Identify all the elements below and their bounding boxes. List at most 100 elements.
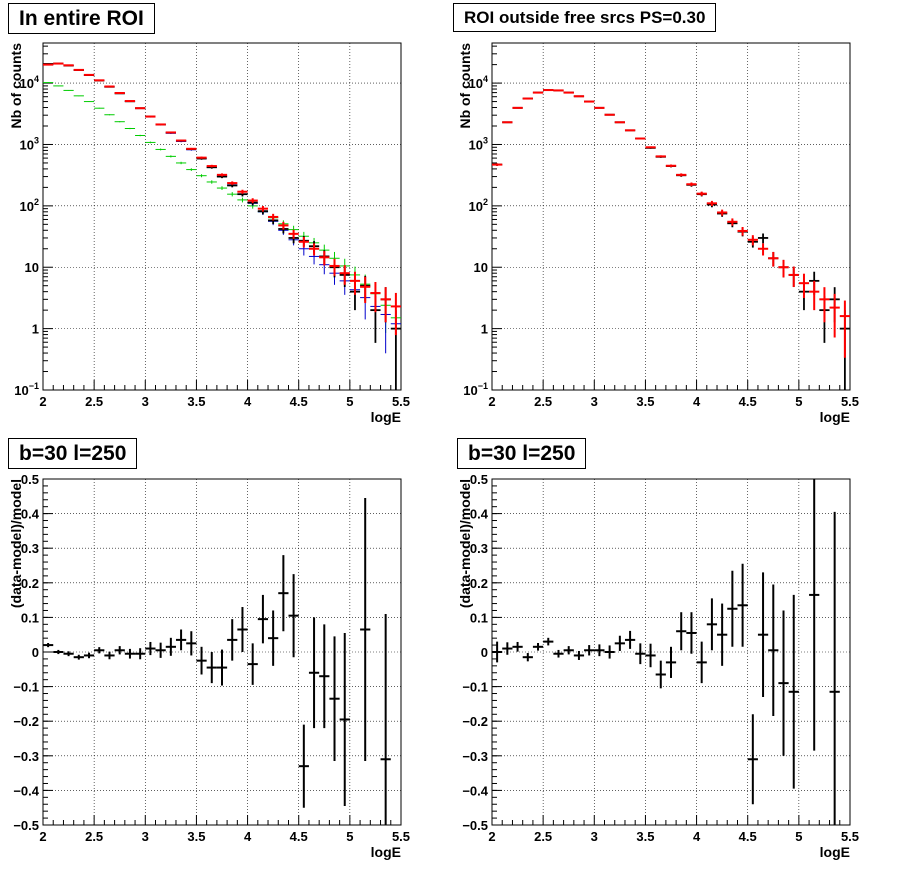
residual-point	[114, 646, 125, 655]
data-point	[757, 233, 769, 244]
residual-point	[94, 647, 105, 654]
model-point	[288, 229, 299, 239]
model-point	[809, 280, 820, 311]
model-point	[737, 226, 748, 236]
residual-point	[563, 646, 574, 655]
y-tick-label: −0.3	[13, 749, 39, 764]
residual-point	[502, 642, 513, 655]
model-point	[798, 273, 810, 298]
model-point	[553, 89, 564, 92]
residual-point	[206, 652, 217, 684]
model-point	[594, 106, 605, 109]
y-axis-title: (data-model)/model	[8, 479, 24, 608]
model-point	[584, 100, 595, 103]
model-point	[370, 281, 381, 313]
model-point	[175, 139, 187, 142]
y-tick-label: 0.2	[21, 576, 39, 591]
x-tick-label: 4.5	[290, 394, 308, 409]
model-point	[604, 113, 615, 116]
model-point	[563, 91, 574, 94]
residual-point	[788, 594, 799, 789]
pad-top-left: 2 2.5 3 3.5 4 4.5 5 5.5 logE Nb of counts 10−1 1 10 1…	[0, 0, 449, 435]
y-tick-label: −0.4	[13, 783, 39, 798]
model-point	[380, 287, 391, 323]
y-tick-label: 0.1	[21, 610, 39, 625]
y-tick-label: 102	[469, 197, 488, 214]
model-point	[829, 293, 840, 338]
model-point	[839, 300, 850, 358]
x-axis-title: logE	[371, 409, 401, 425]
y-tick-label: 0.5	[21, 472, 39, 487]
residual-point	[329, 636, 340, 761]
model-point	[308, 243, 320, 256]
background-point	[175, 161, 187, 165]
y-tick-label: 0.1	[470, 610, 488, 625]
model-point	[114, 91, 125, 94]
plot-title: In entire ROI	[8, 3, 155, 34]
model-point	[757, 243, 769, 256]
y-tick-label: 10−1	[463, 381, 488, 398]
background-point	[135, 134, 146, 137]
pad-top-right: 2 2.5 3 3.5 4 4.5 5 5.5 logE Nb of counts 10−1 1 10 1…	[449, 0, 898, 435]
residual-point	[553, 649, 564, 658]
model-point	[206, 164, 217, 168]
model-point	[727, 218, 738, 226]
residual-point	[635, 643, 646, 665]
model-point	[165, 131, 176, 134]
residual-point	[227, 619, 238, 661]
x-tick-label: 4	[693, 394, 701, 409]
model-point	[512, 106, 523, 109]
y-tick-label: 104	[20, 74, 39, 91]
x-tick-label: 2.5	[85, 394, 103, 409]
model-point	[522, 97, 533, 100]
background-point	[237, 197, 248, 203]
residual-point	[655, 660, 666, 689]
x-tick-label: 3	[591, 394, 598, 409]
x-tick-label: 3.5	[636, 394, 654, 409]
x-tick-label: 2	[39, 394, 46, 409]
residual-point	[175, 629, 187, 651]
x-tick-label: 5	[795, 394, 802, 409]
x-tick-label: 5	[795, 829, 802, 844]
background-point	[216, 186, 228, 191]
background-point	[206, 180, 217, 184]
residual-point	[768, 584, 779, 717]
x-tick-label: 5	[346, 394, 353, 409]
residual-point	[360, 498, 371, 761]
y-axis-title: Nb of counts	[457, 43, 473, 129]
y-axis-title: (data-model)/model	[457, 479, 473, 608]
x-tick-label: 5	[346, 829, 353, 844]
model-point	[298, 236, 309, 248]
y-tick-label: 1	[32, 322, 39, 337]
model-point	[196, 156, 207, 159]
model-point	[614, 121, 625, 124]
background-point	[227, 192, 238, 197]
model-point	[329, 258, 340, 276]
residual-point	[104, 651, 115, 660]
model-point	[717, 209, 728, 216]
background-point	[114, 121, 125, 123]
x-tick-label: 4.5	[739, 829, 757, 844]
residual-point	[53, 649, 64, 655]
residual-point	[665, 646, 677, 678]
model-point	[706, 200, 718, 206]
x-tick-label: 3.5	[187, 394, 205, 409]
plot-frame	[491, 42, 851, 391]
model-point	[655, 155, 666, 158]
model-point	[492, 163, 503, 166]
residual-point	[124, 648, 136, 659]
residual-point	[829, 511, 840, 825]
x-tick-label: 5.5	[392, 394, 410, 409]
residual-point	[216, 649, 228, 686]
x-tick-label: 4.5	[290, 829, 308, 844]
background-point	[196, 174, 207, 178]
residual-point	[43, 643, 54, 648]
model-point	[778, 259, 789, 278]
y-tick-label: 0	[32, 645, 39, 660]
model-point	[124, 100, 136, 103]
residual-point	[543, 637, 554, 646]
residual-point	[63, 651, 74, 657]
residual-point	[380, 613, 391, 825]
